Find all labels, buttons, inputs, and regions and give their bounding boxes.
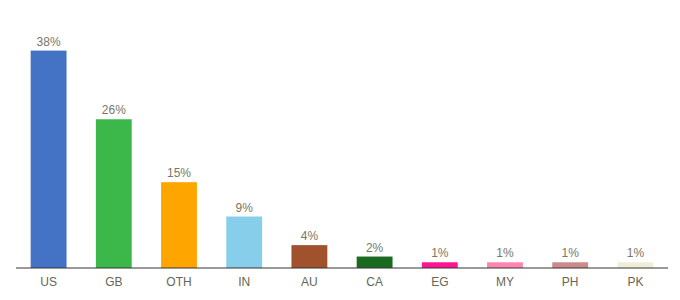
data-label: 1% xyxy=(496,246,514,260)
data-label: 4% xyxy=(301,229,319,243)
x-tick-label: EG xyxy=(431,275,448,289)
bar xyxy=(357,257,393,268)
bar xyxy=(487,262,523,268)
data-label: 38% xyxy=(37,35,61,49)
data-label: 26% xyxy=(102,103,126,117)
data-label: 2% xyxy=(366,241,384,255)
bar xyxy=(226,217,262,268)
x-tick-label: IN xyxy=(238,275,250,289)
data-label: 1% xyxy=(627,246,645,260)
x-tick-label: PK xyxy=(627,275,643,289)
x-tick-label: US xyxy=(40,275,57,289)
bar xyxy=(552,262,588,268)
plot-area xyxy=(31,51,654,268)
data-label: 1% xyxy=(562,246,580,260)
data-label: 15% xyxy=(167,166,191,180)
x-tick-label: AU xyxy=(301,275,318,289)
bar xyxy=(161,182,197,268)
x-tick-label: PH xyxy=(562,275,579,289)
chart-container: 38% 26% 15% 9% 4% 2% 1% 1% 1% 1% US GB OTH IN AU CA EG MY… xyxy=(0,0,680,300)
x-tick-label: CA xyxy=(366,275,383,289)
x-tick-label: MY xyxy=(496,275,514,289)
x-axis-line xyxy=(16,268,668,269)
bar xyxy=(422,262,458,268)
chart: 38% 26% 15% 9% 4% 2% 1% 1% 1% 1% US GB OTH IN AU CA EG MY… xyxy=(0,0,680,300)
bar xyxy=(291,245,327,268)
x-tick-label: GB xyxy=(105,275,122,289)
data-label: 9% xyxy=(236,201,254,215)
bar xyxy=(31,51,67,268)
bar xyxy=(617,262,653,268)
x-tick-label: OTH xyxy=(166,275,191,289)
bar xyxy=(96,119,132,268)
data-label: 1% xyxy=(431,246,449,260)
